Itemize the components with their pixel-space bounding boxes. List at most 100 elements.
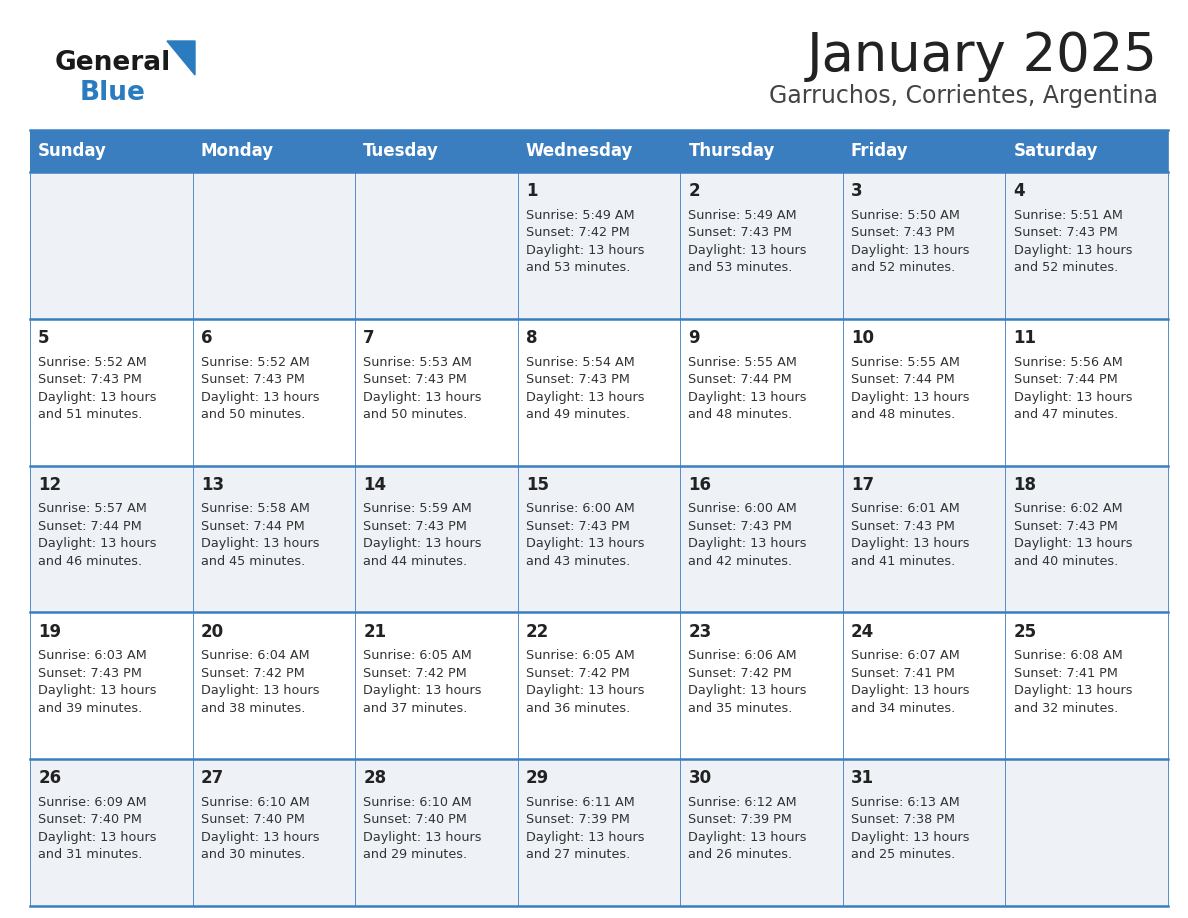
Text: Sunrise: 5:49 AM
Sunset: 7:42 PM
Daylight: 13 hours
and 53 minutes.: Sunrise: 5:49 AM Sunset: 7:42 PM Dayligh… [526,208,644,274]
Bar [842,319,1005,465]
Text: 16: 16 [688,476,712,494]
Bar [681,612,842,759]
Text: 5: 5 [38,329,50,347]
Text: Tuesday: Tuesday [364,142,440,160]
Bar [518,465,681,612]
Bar [1005,759,1168,906]
Text: 8: 8 [526,329,537,347]
Text: 19: 19 [38,622,62,641]
Text: 29: 29 [526,769,549,788]
Text: Wednesday: Wednesday [526,142,633,160]
Text: Sunrise: 5:50 AM
Sunset: 7:43 PM
Daylight: 13 hours
and 52 minutes.: Sunrise: 5:50 AM Sunset: 7:43 PM Dayligh… [851,208,969,274]
Text: 12: 12 [38,476,62,494]
Bar [192,465,355,612]
Bar [681,465,842,612]
Bar [355,612,518,759]
Text: Sunrise: 5:52 AM
Sunset: 7:43 PM
Daylight: 13 hours
and 51 minutes.: Sunrise: 5:52 AM Sunset: 7:43 PM Dayligh… [38,355,157,421]
Bar [30,465,192,612]
Bar [518,172,681,319]
Text: 31: 31 [851,769,874,788]
Text: 1: 1 [526,183,537,200]
Bar [192,130,355,172]
Polygon shape [168,41,195,75]
Text: Sunrise: 6:10 AM
Sunset: 7:40 PM
Daylight: 13 hours
and 30 minutes.: Sunrise: 6:10 AM Sunset: 7:40 PM Dayligh… [201,796,320,861]
Bar [518,612,681,759]
Text: Saturday: Saturday [1013,142,1098,160]
Text: Sunrise: 5:52 AM
Sunset: 7:43 PM
Daylight: 13 hours
and 50 minutes.: Sunrise: 5:52 AM Sunset: 7:43 PM Dayligh… [201,355,320,421]
Text: 6: 6 [201,329,213,347]
Text: Sunrise: 5:55 AM
Sunset: 7:44 PM
Daylight: 13 hours
and 48 minutes.: Sunrise: 5:55 AM Sunset: 7:44 PM Dayligh… [851,355,969,421]
Bar [842,130,1005,172]
Text: Sunrise: 5:56 AM
Sunset: 7:44 PM
Daylight: 13 hours
and 47 minutes.: Sunrise: 5:56 AM Sunset: 7:44 PM Dayligh… [1013,355,1132,421]
Bar [842,172,1005,319]
Text: Sunrise: 6:00 AM
Sunset: 7:43 PM
Daylight: 13 hours
and 42 minutes.: Sunrise: 6:00 AM Sunset: 7:43 PM Dayligh… [688,502,807,568]
Bar [355,465,518,612]
Text: Friday: Friday [851,142,909,160]
Text: Sunrise: 6:07 AM
Sunset: 7:41 PM
Daylight: 13 hours
and 34 minutes.: Sunrise: 6:07 AM Sunset: 7:41 PM Dayligh… [851,649,969,714]
Bar [681,759,842,906]
Text: Thursday: Thursday [688,142,775,160]
Bar [1005,319,1168,465]
Text: Sunrise: 6:03 AM
Sunset: 7:43 PM
Daylight: 13 hours
and 39 minutes.: Sunrise: 6:03 AM Sunset: 7:43 PM Dayligh… [38,649,157,714]
Text: Sunrise: 5:53 AM
Sunset: 7:43 PM
Daylight: 13 hours
and 50 minutes.: Sunrise: 5:53 AM Sunset: 7:43 PM Dayligh… [364,355,482,421]
Text: 25: 25 [1013,622,1037,641]
Text: Sunrise: 6:00 AM
Sunset: 7:43 PM
Daylight: 13 hours
and 43 minutes.: Sunrise: 6:00 AM Sunset: 7:43 PM Dayligh… [526,502,644,568]
Text: 4: 4 [1013,183,1025,200]
Bar [842,612,1005,759]
Bar [681,172,842,319]
Text: Sunrise: 6:12 AM
Sunset: 7:39 PM
Daylight: 13 hours
and 26 minutes.: Sunrise: 6:12 AM Sunset: 7:39 PM Dayligh… [688,796,807,861]
Text: 17: 17 [851,476,874,494]
Text: Sunrise: 5:55 AM
Sunset: 7:44 PM
Daylight: 13 hours
and 48 minutes.: Sunrise: 5:55 AM Sunset: 7:44 PM Dayligh… [688,355,807,421]
Text: Sunrise: 6:10 AM
Sunset: 7:40 PM
Daylight: 13 hours
and 29 minutes.: Sunrise: 6:10 AM Sunset: 7:40 PM Dayligh… [364,796,482,861]
Text: 7: 7 [364,329,375,347]
Bar [30,759,192,906]
Text: 11: 11 [1013,329,1037,347]
Text: 10: 10 [851,329,874,347]
Bar [355,319,518,465]
Bar [518,319,681,465]
Bar [1005,465,1168,612]
Text: 3: 3 [851,183,862,200]
Text: 9: 9 [688,329,700,347]
Text: January 2025: January 2025 [807,30,1158,82]
Bar [355,172,518,319]
Text: 13: 13 [201,476,223,494]
Bar [842,759,1005,906]
Text: 23: 23 [688,622,712,641]
Bar [681,319,842,465]
Bar [192,172,355,319]
Text: Sunrise: 5:51 AM
Sunset: 7:43 PM
Daylight: 13 hours
and 52 minutes.: Sunrise: 5:51 AM Sunset: 7:43 PM Dayligh… [1013,208,1132,274]
Text: 18: 18 [1013,476,1037,494]
Text: 14: 14 [364,476,386,494]
Text: Sunday: Sunday [38,142,107,160]
Bar [192,612,355,759]
Text: Sunrise: 6:13 AM
Sunset: 7:38 PM
Daylight: 13 hours
and 25 minutes.: Sunrise: 6:13 AM Sunset: 7:38 PM Dayligh… [851,796,969,861]
Text: Sunrise: 6:06 AM
Sunset: 7:42 PM
Daylight: 13 hours
and 35 minutes.: Sunrise: 6:06 AM Sunset: 7:42 PM Dayligh… [688,649,807,714]
Bar [1005,172,1168,319]
Bar [30,172,192,319]
Text: Sunrise: 6:08 AM
Sunset: 7:41 PM
Daylight: 13 hours
and 32 minutes.: Sunrise: 6:08 AM Sunset: 7:41 PM Dayligh… [1013,649,1132,714]
Text: 15: 15 [526,476,549,494]
Bar [30,319,192,465]
Bar [355,759,518,906]
Text: Sunrise: 6:01 AM
Sunset: 7:43 PM
Daylight: 13 hours
and 41 minutes.: Sunrise: 6:01 AM Sunset: 7:43 PM Dayligh… [851,502,969,568]
Bar [681,130,842,172]
Text: Sunrise: 6:04 AM
Sunset: 7:42 PM
Daylight: 13 hours
and 38 minutes.: Sunrise: 6:04 AM Sunset: 7:42 PM Dayligh… [201,649,320,714]
Bar [30,130,192,172]
Text: Sunrise: 5:49 AM
Sunset: 7:43 PM
Daylight: 13 hours
and 53 minutes.: Sunrise: 5:49 AM Sunset: 7:43 PM Dayligh… [688,208,807,274]
Bar [30,612,192,759]
Bar [355,130,518,172]
Text: Sunrise: 6:02 AM
Sunset: 7:43 PM
Daylight: 13 hours
and 40 minutes.: Sunrise: 6:02 AM Sunset: 7:43 PM Dayligh… [1013,502,1132,568]
Text: Sunrise: 5:58 AM
Sunset: 7:44 PM
Daylight: 13 hours
and 45 minutes.: Sunrise: 5:58 AM Sunset: 7:44 PM Dayligh… [201,502,320,568]
Text: 21: 21 [364,622,386,641]
Text: Sunrise: 6:05 AM
Sunset: 7:42 PM
Daylight: 13 hours
and 37 minutes.: Sunrise: 6:05 AM Sunset: 7:42 PM Dayligh… [364,649,482,714]
Text: Sunrise: 5:57 AM
Sunset: 7:44 PM
Daylight: 13 hours
and 46 minutes.: Sunrise: 5:57 AM Sunset: 7:44 PM Dayligh… [38,502,157,568]
Text: 20: 20 [201,622,223,641]
Text: 2: 2 [688,183,700,200]
Text: 27: 27 [201,769,225,788]
Bar [192,759,355,906]
Text: Sunrise: 5:54 AM
Sunset: 7:43 PM
Daylight: 13 hours
and 49 minutes.: Sunrise: 5:54 AM Sunset: 7:43 PM Dayligh… [526,355,644,421]
Text: Sunrise: 6:09 AM
Sunset: 7:40 PM
Daylight: 13 hours
and 31 minutes.: Sunrise: 6:09 AM Sunset: 7:40 PM Dayligh… [38,796,157,861]
Text: 28: 28 [364,769,386,788]
Text: 30: 30 [688,769,712,788]
